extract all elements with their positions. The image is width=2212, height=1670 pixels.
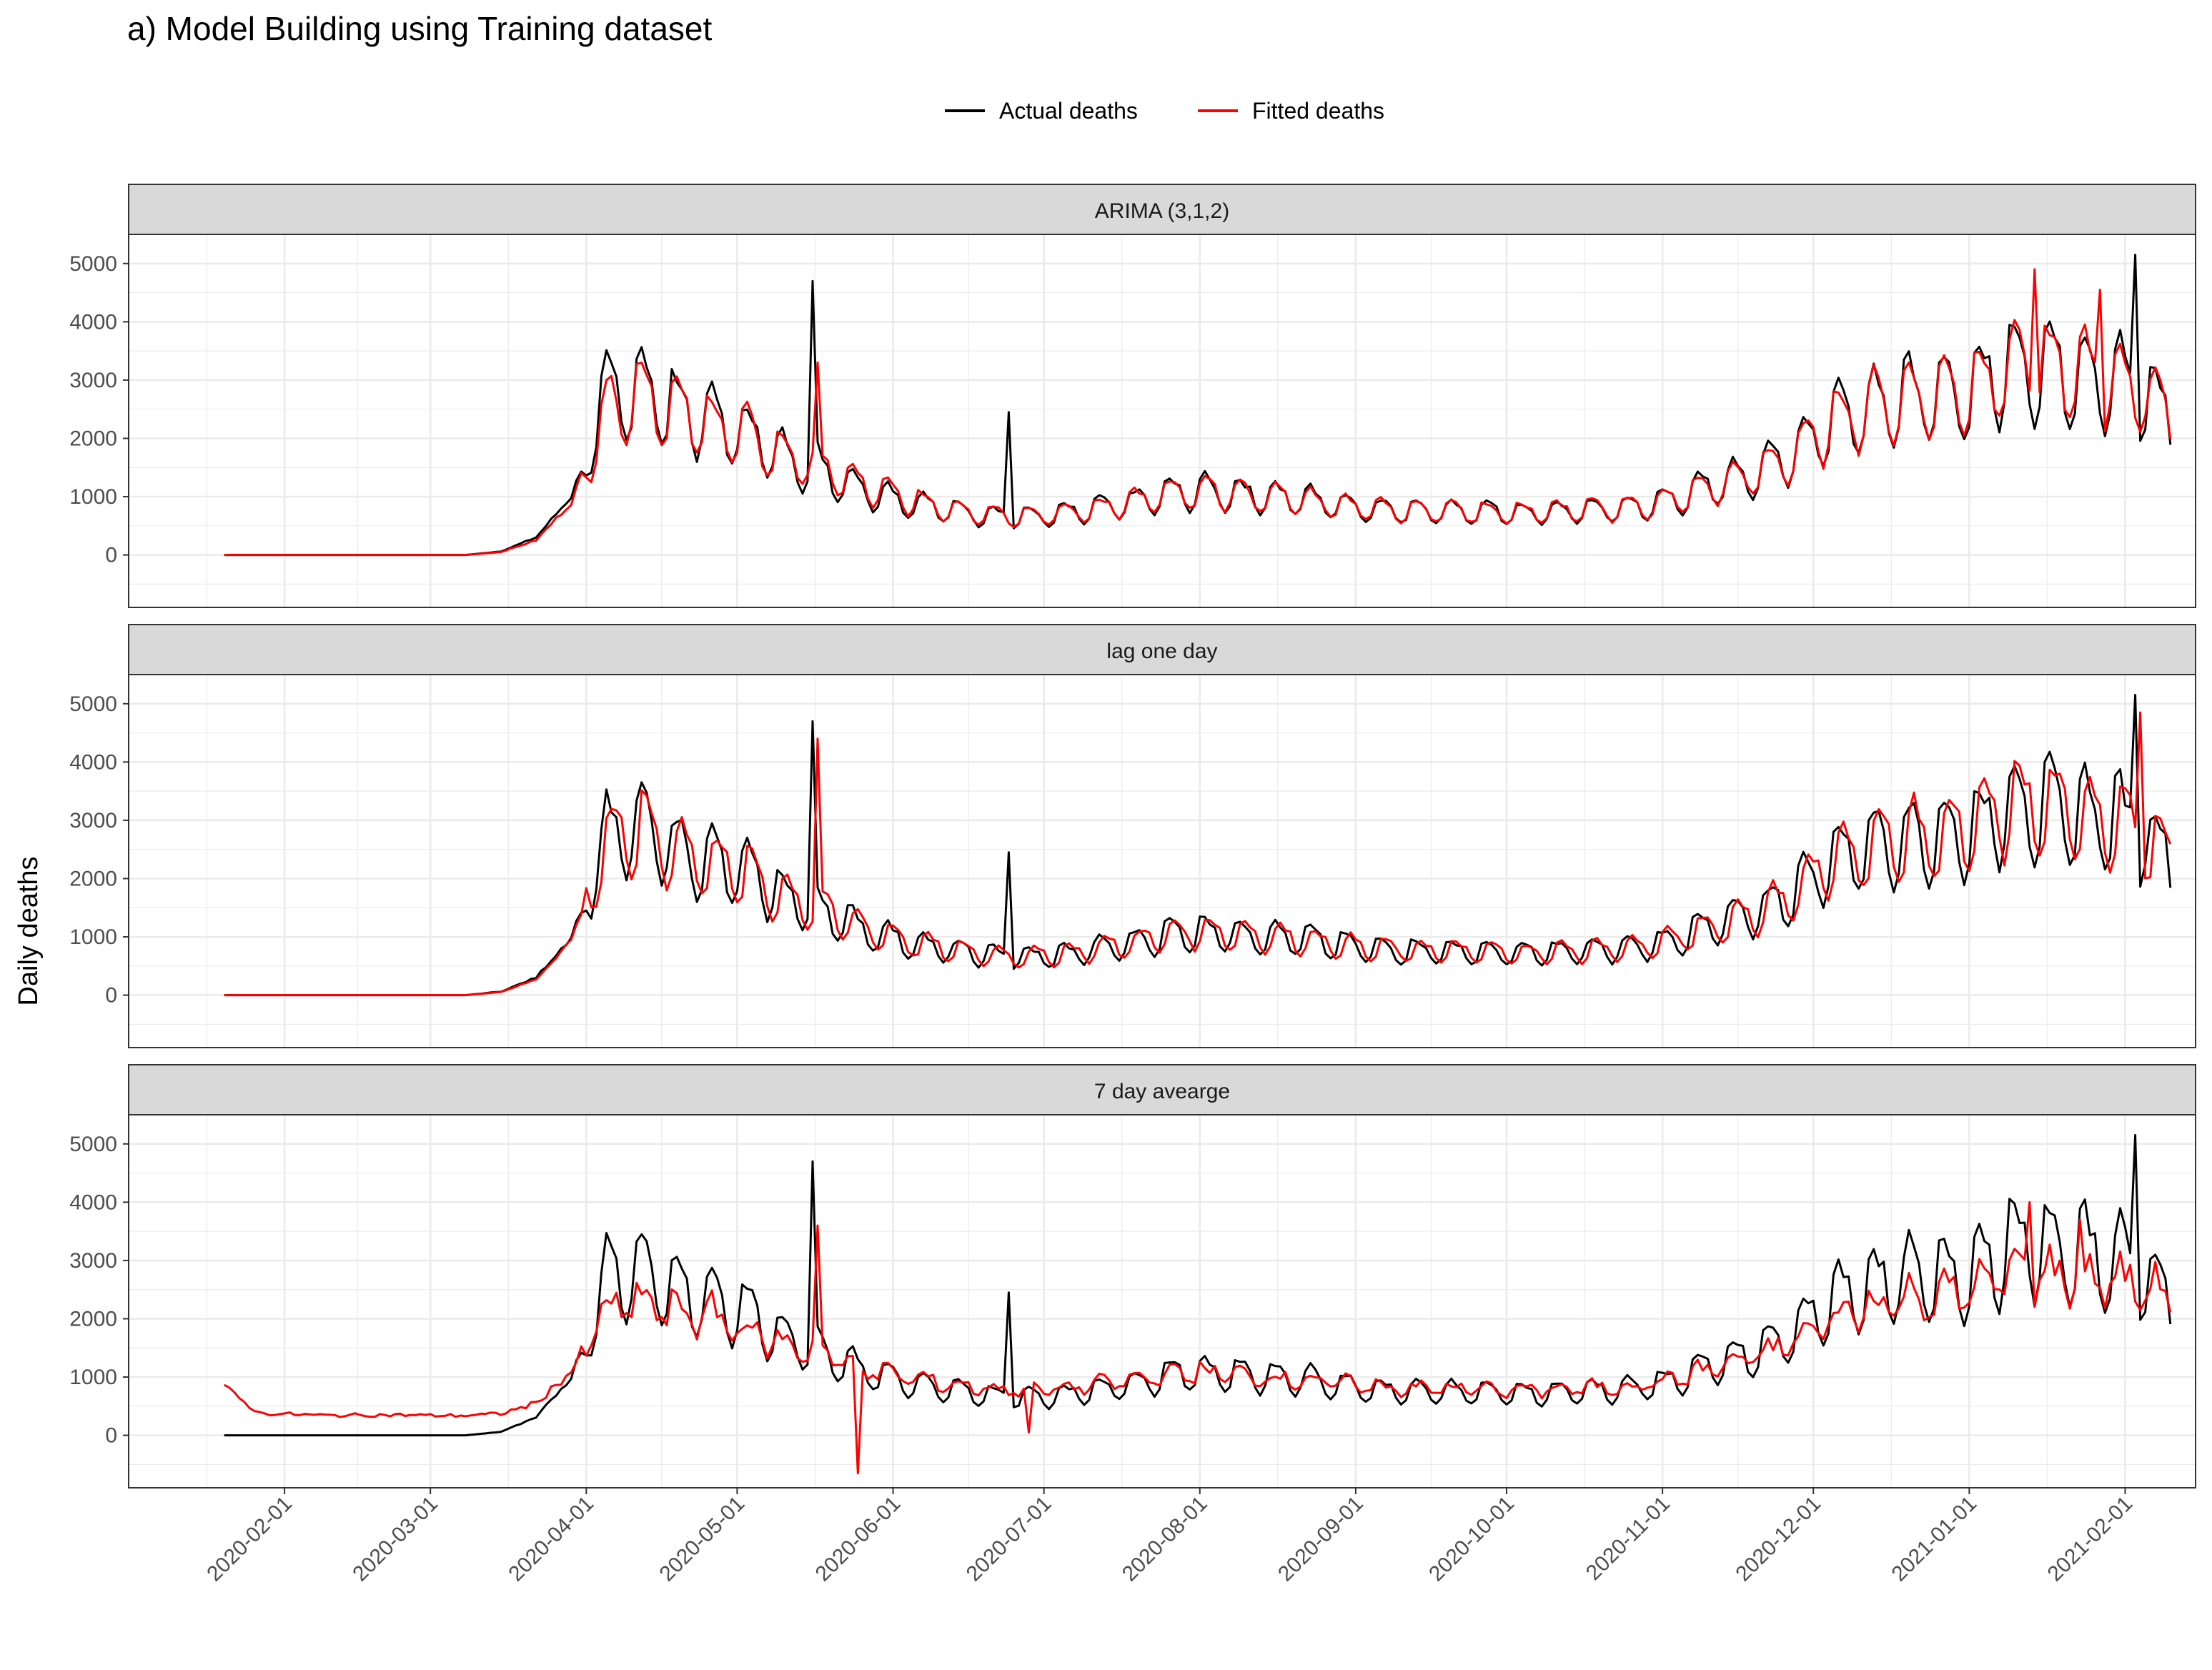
y-tick-label: 2000 — [69, 1307, 117, 1331]
y-tick-label: 1000 — [69, 485, 117, 509]
series-line-fitted — [224, 1201, 2172, 1475]
y-tick-label: 2000 — [69, 427, 117, 450]
panel-3: 7 day avearge 0 1000 2000 3000 4000 5000 — [69, 1064, 2196, 1494]
chart-title: a) Model Building using Training dataset — [127, 10, 712, 47]
y-tick-label: 0 — [105, 1424, 117, 1448]
y-tick-label: 4000 — [69, 750, 117, 774]
series-line-actual — [224, 694, 2172, 997]
facet-strip — [128, 1064, 2196, 1115]
y-tick-label: 3000 — [69, 369, 117, 392]
panel-border — [128, 234, 2196, 608]
panel-border — [128, 674, 2196, 1048]
y-tick-label: 1000 — [69, 1366, 117, 1389]
series-line-fitted — [224, 268, 2172, 557]
legend-label-fitted: Fitted deaths — [1252, 98, 1384, 124]
plot-area — [129, 234, 2196, 607]
y-tick-label: 5000 — [69, 692, 117, 716]
y-tick-label: 0 — [105, 544, 117, 567]
panel-2: lag one day 0 1000 2000 3000 4000 5000 — [69, 624, 2196, 1048]
plot-area — [129, 675, 2196, 1048]
legend: Actual deaths Fitted deaths — [945, 98, 1384, 124]
y-tick-label: 4000 — [69, 1191, 117, 1214]
facet-strip-label: lag one day — [1106, 640, 1217, 663]
panel-border — [128, 1114, 2196, 1488]
series-line-fitted — [224, 711, 2172, 997]
y-tick-label: 0 — [105, 984, 117, 1008]
y-axis-label: Daily deaths — [14, 856, 44, 1005]
y-tick-label: 1000 — [69, 925, 117, 949]
y-tick-label: 4000 — [69, 310, 117, 334]
facet-strip-label: 7 day avearge — [1094, 1080, 1230, 1103]
facet-strip — [128, 184, 2196, 235]
y-tick-label: 3000 — [69, 809, 117, 832]
panel-1: ARIMA (3,1,2) 0 1000 2000 3000 4000 5000 — [69, 184, 2196, 608]
legend-label-actual: Actual deaths — [999, 98, 1138, 124]
y-tick-label: 3000 — [69, 1249, 117, 1273]
y-tick-label: 5000 — [69, 252, 117, 276]
y-tick-label: 5000 — [69, 1133, 117, 1156]
facet-strip-label: ARIMA (3,1,2) — [1095, 199, 1229, 223]
facet-strip — [128, 624, 2196, 675]
y-tick-label: 2000 — [69, 867, 117, 890]
